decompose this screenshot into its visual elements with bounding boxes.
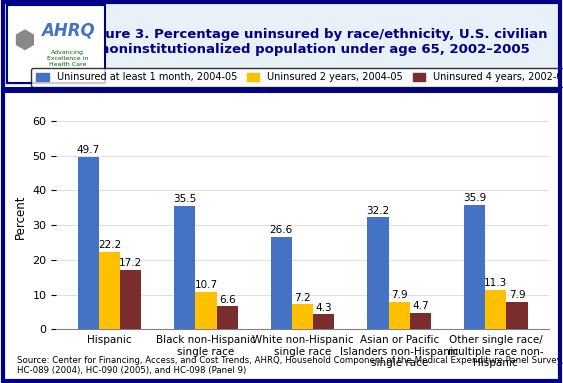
Bar xyxy=(217,306,238,329)
Text: 11.3: 11.3 xyxy=(484,278,507,288)
Bar xyxy=(99,252,120,329)
Bar xyxy=(367,218,388,329)
Bar xyxy=(410,313,431,329)
Text: Advancing
Excellence in
Health Care: Advancing Excellence in Health Care xyxy=(47,50,88,67)
Text: 32.2: 32.2 xyxy=(367,206,390,216)
Text: 49.7: 49.7 xyxy=(77,145,100,155)
Bar xyxy=(78,157,99,329)
Text: 6.6: 6.6 xyxy=(219,295,235,305)
Bar xyxy=(120,270,141,329)
Bar xyxy=(464,205,485,329)
Bar xyxy=(292,304,313,329)
Text: 7.2: 7.2 xyxy=(294,293,311,303)
Text: 7.9: 7.9 xyxy=(509,290,525,300)
Legend: Uninsured at least 1 month, 2004-05, Uninsured 2 years, 2004-05, Uninsured 4 yea: Uninsured at least 1 month, 2004-05, Uni… xyxy=(32,67,563,87)
Bar xyxy=(271,237,292,329)
Bar xyxy=(195,292,217,329)
Text: ⬢: ⬢ xyxy=(14,28,35,52)
Text: 35.5: 35.5 xyxy=(173,194,196,204)
Text: 7.9: 7.9 xyxy=(391,290,408,300)
Text: 10.7: 10.7 xyxy=(194,280,217,290)
Text: AHRQ: AHRQ xyxy=(41,21,95,39)
Text: 26.6: 26.6 xyxy=(270,225,293,235)
Bar xyxy=(485,290,507,329)
Text: 4.3: 4.3 xyxy=(315,303,332,313)
Text: 22.2: 22.2 xyxy=(98,241,121,250)
Bar xyxy=(174,206,195,329)
Text: 17.2: 17.2 xyxy=(119,258,142,268)
Bar xyxy=(507,302,528,329)
Text: Figure 3. Percentage uninsured by race/ethnicity, U.S. civilian
noninstitutional: Figure 3. Percentage uninsured by race/e… xyxy=(82,28,548,56)
Text: 4.7: 4.7 xyxy=(412,301,429,311)
Y-axis label: Percent: Percent xyxy=(14,194,27,239)
Text: Source: Center for Financing, Access, and Cost Trends, AHRQ, Household Component: Source: Center for Financing, Access, an… xyxy=(17,356,563,375)
Bar xyxy=(388,302,410,329)
Bar xyxy=(313,314,334,329)
Text: 35.9: 35.9 xyxy=(463,193,486,203)
